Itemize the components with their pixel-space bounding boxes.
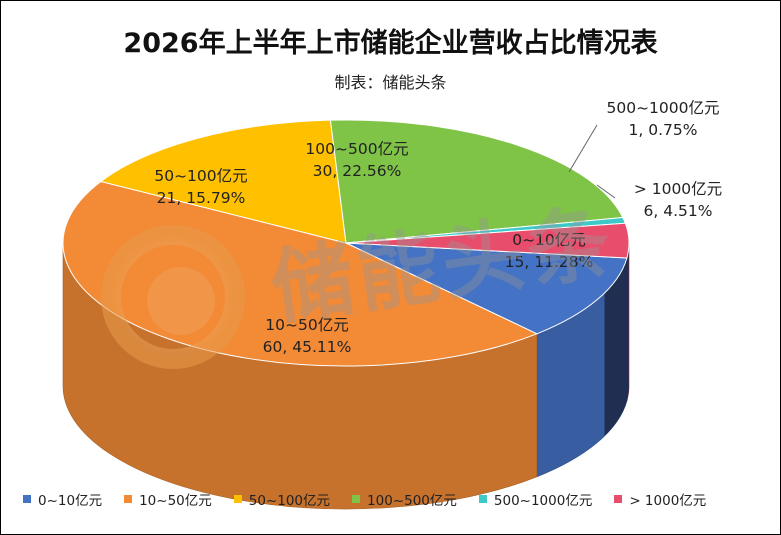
leader-line-5: [596, 184, 616, 199]
legend-item: 10~50亿元: [124, 489, 212, 509]
data-label-value-5: 6, 4.51%: [644, 202, 713, 220]
pie-slice-5: [345, 222, 630, 259]
pie-slice-0: [345, 242, 628, 335]
legend-label: 50~100亿元: [248, 493, 331, 509]
data-label-value-3: 30, 22.56%: [313, 162, 402, 180]
chart-subtitle: 制表：储能头条: [334, 73, 447, 92]
pie-slice-2: [99, 119, 347, 244]
legend-item: 100~500亿元: [352, 489, 457, 509]
chart-title: 2026年上半年上市储能企业营收占比情况表: [123, 28, 658, 59]
legend-label: 10~50亿元: [139, 493, 212, 509]
legend-label: 0~10亿元: [38, 493, 103, 509]
legend-label: 500~1000亿元: [493, 493, 593, 509]
data-label-value-1: 60, 45.11%: [263, 338, 352, 356]
legend-swatch: [124, 495, 133, 503]
legend: 0~10亿元 10~50亿元 50~100亿元 100~500亿元 500~10…: [23, 488, 728, 510]
legend-label: > 1000亿元: [629, 493, 707, 509]
legend-label: 100~500亿元: [367, 493, 457, 509]
data-label-name-3: 100~500亿元: [305, 140, 408, 158]
data-label-value-2: 21, 15.79%: [157, 189, 246, 207]
legend-item: > 1000亿元: [614, 489, 706, 509]
watermark-logo: [101, 225, 245, 369]
data-label-value-0: 15, 11.28%: [505, 253, 594, 271]
legend-swatch: [233, 495, 242, 503]
legend-swatch: [478, 495, 487, 503]
data-label-name-4: 500~1000亿元: [606, 99, 719, 117]
legend-swatch: [614, 495, 623, 503]
data-label-name-2: 50~100亿元: [154, 167, 247, 185]
pie-slice-3: [329, 119, 624, 244]
legend-item: 0~10亿元: [23, 489, 102, 509]
legend-item: 50~100亿元: [233, 489, 331, 509]
pie-side-edge: [604, 238, 629, 437]
data-label-value-4: 1, 0.75%: [629, 121, 698, 139]
leader-line-4: [568, 124, 598, 173]
legend-item: 500~1000亿元: [478, 489, 593, 509]
watermark-logo-core: [147, 267, 215, 335]
data-label-name-5: > 1000亿元: [634, 180, 722, 198]
legend-swatch: [23, 495, 31, 503]
data-label-name-0: 0~10亿元: [512, 231, 586, 249]
legend-swatch: [352, 495, 361, 503]
data-label-name-1: 10~50亿元: [265, 316, 348, 334]
